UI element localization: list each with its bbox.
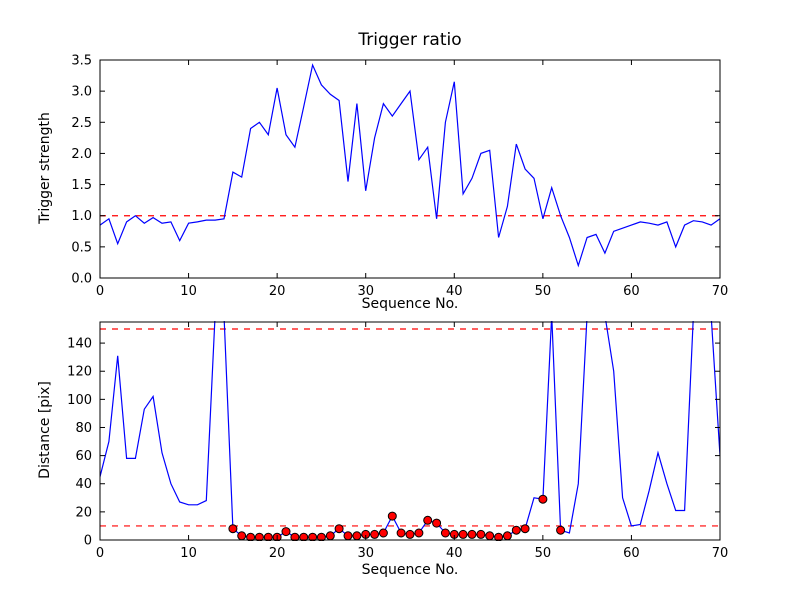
trigger-points-marker	[423, 515, 433, 525]
x-tick-label: 50	[535, 546, 552, 561]
subplot-distance: 0 10 20 30 40 50 60 70 0 20 40 60 80 100 120 140	[67, 321, 729, 561]
x-tick-label: 60	[623, 284, 640, 299]
trigger-points-marker	[556, 525, 566, 535]
trigger-points-marker	[458, 529, 468, 539]
trigger-points-marker	[334, 524, 344, 534]
y-tick-label: 2.5	[71, 116, 92, 131]
trigger-points-marker	[263, 532, 273, 541]
trigger-points-marker	[281, 527, 291, 537]
y-tick-label: 3.5	[71, 54, 92, 69]
axes-frame	[99, 59, 721, 279]
y-tick-label: 60	[75, 449, 92, 464]
y-tick-label: 3.0	[71, 85, 92, 100]
x-tick-label: 40	[446, 284, 463, 299]
y-tick-label: 140	[67, 337, 92, 352]
y-tick-label: 1.0	[71, 209, 92, 224]
y-tick-label: 0	[84, 534, 92, 549]
trigger-points-marker	[370, 529, 380, 539]
x-tick-label: 0	[96, 284, 104, 299]
chart-title: Trigger ratio	[358, 30, 462, 50]
y-tick-label: 2.0	[71, 147, 92, 162]
trigger-points-marker	[538, 494, 548, 504]
subplot-trigger-ratio: 0 10 20 30 40 50 60 70 0.0 0.5 1.0 1.5 2.0 2.5 3.0 3.5	[71, 54, 728, 300]
y-tick-label: 100	[67, 393, 92, 408]
trigger-points-marker	[387, 511, 397, 521]
y-tick-label: 80	[75, 421, 92, 436]
trigger-points-marker	[254, 532, 264, 541]
y-tick-label: 1.5	[71, 178, 92, 193]
trigger-points-marker	[343, 531, 353, 541]
trigger-points-marker	[494, 532, 504, 541]
trigger-points-marker	[352, 531, 362, 541]
trigger-points-marker	[308, 532, 318, 541]
trigger-points-marker	[405, 529, 415, 539]
y-tick-label: 40	[75, 477, 92, 492]
x-tick-label: 20	[269, 546, 286, 561]
x-tick-label: 10	[180, 284, 197, 299]
trigger-points-marker	[502, 531, 512, 541]
trigger-points-marker	[396, 528, 406, 538]
trigger-points-marker	[299, 532, 309, 541]
x-tick-label: 50	[535, 284, 552, 299]
x-tick-label: 40	[446, 546, 463, 561]
y-tick-label: 0.5	[71, 240, 92, 255]
trigger-points-marker	[485, 531, 495, 541]
trigger-strength-line	[100, 63, 720, 268]
trigger-points-marker	[316, 532, 326, 541]
trigger-points-marker	[228, 524, 238, 534]
trigger-points-marker	[325, 531, 335, 541]
top-y-axis-label: Trigger strength	[37, 112, 53, 224]
x-tick-label: 30	[357, 546, 374, 561]
trigger-points-marker	[378, 528, 388, 538]
trigger-points-marker	[432, 518, 442, 528]
trigger-points-marker	[414, 528, 424, 538]
bottom-x-axis-label: Sequence No.	[361, 562, 459, 578]
axes-frame	[99, 321, 721, 541]
x-tick-label: 0	[96, 546, 104, 561]
y-tick-label: 120	[67, 365, 92, 380]
bottom-y-axis-label: Distance [pix]	[37, 381, 53, 479]
x-tick-label: 60	[623, 546, 640, 561]
y-tick-label: 0.0	[71, 272, 92, 287]
trigger-points-marker	[476, 529, 486, 539]
top-x-axis-label: Sequence No.	[361, 296, 459, 312]
x-tick-label: 30	[357, 284, 374, 299]
trigger-points-marker	[237, 531, 247, 541]
trigger-points-marker	[440, 528, 450, 538]
trigger-points-marker	[511, 525, 521, 535]
trigger-points-marker	[290, 532, 300, 541]
trigger-points-marker	[520, 524, 530, 534]
x-tick-label: 70	[712, 284, 729, 299]
x-tick-label: 70	[712, 546, 729, 561]
x-tick-label: 20	[269, 284, 286, 299]
y-tick-label: 20	[75, 505, 92, 520]
x-tick-label: 10	[180, 546, 197, 561]
trigger-points-marker	[246, 532, 256, 541]
trigger-points-marker	[467, 529, 477, 539]
